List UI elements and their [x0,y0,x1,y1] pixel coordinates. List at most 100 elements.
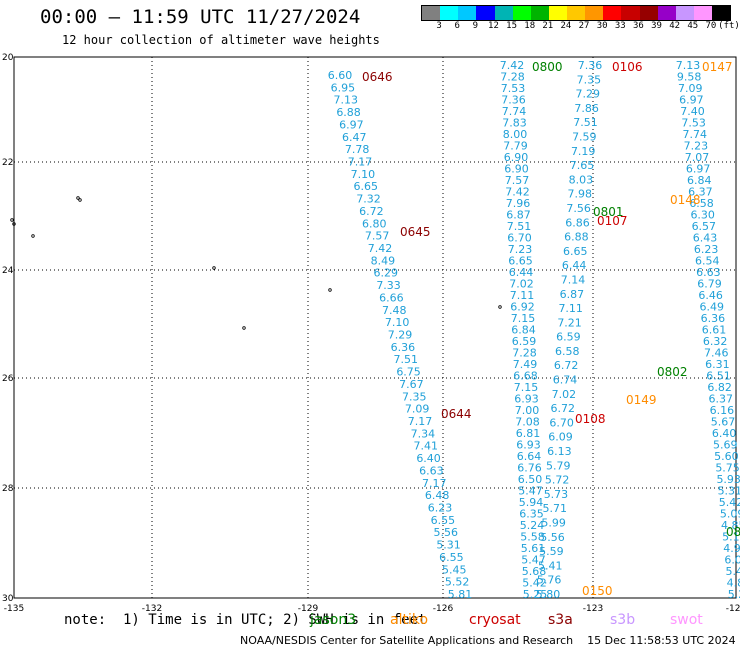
x-tick-label: -135 [4,604,24,614]
wave-height-value: 6.65 [508,255,533,268]
legend-item-cryosat: cryosat [469,612,521,628]
wave-height-value: 6.87 [560,288,585,301]
wave-height-value: 7.74 [683,128,708,141]
wave-height-value: 7.51 [507,220,532,233]
colorbar-label: 70 [705,21,717,31]
wave-height-value: 6.86 [565,216,590,229]
wave-height-value: 6.88 [564,231,589,244]
colorbar-swatch [621,6,640,20]
wave-height-value: 5.45 [442,563,467,576]
colorbar-swatch [458,6,477,20]
wave-height-value: 6.61 [702,324,727,337]
island-mark [31,234,35,238]
track-time-label: 0801 [593,205,624,219]
track-time-label: 0800 [532,60,563,74]
colorbar-label: 39 [651,21,662,31]
x-tick-label: -120 [726,604,740,614]
wave-height-value: 7.57 [505,174,530,187]
wave-height-value: 7.23 [508,243,533,256]
wave-height-value: 7.34 [411,427,436,440]
wave-height-value: 5.41 [538,559,563,572]
wave-height-value: 7.86 [574,102,599,115]
wave-height-value: 6.70 [507,232,532,245]
wave-height-value: 6.31 [705,358,730,371]
footer-note: note: 1) Time is in UTC; 2) SWH is in fe… [64,612,427,628]
wave-height-value: 6.75 [396,366,421,379]
wave-height-value: 5.42 [522,577,547,590]
wave-height-value: 7.13 [333,94,358,107]
wave-height-value: 5.81 [448,588,473,601]
wave-height-value: 5.71 [543,502,568,515]
wave-height-value: 5.69 [713,439,738,452]
wave-height-value: 6.30 [690,209,715,222]
wave-height-value: 6.63 [419,464,444,477]
track-time-label: 0644 [441,407,472,421]
wave-height-value: 6.72 [359,205,384,218]
wave-height-value: 6.92 [510,301,535,314]
wave-height-value: 8.00 [503,128,528,141]
colorbar-swatch [494,6,513,20]
wave-height-value: 7.09 [678,82,703,95]
wave-height-value: 6.59 [512,335,537,348]
y-tick-label: 22 [2,158,13,168]
wave-height-value: 6.60 [328,69,353,82]
track-time-label: 0802 [657,365,688,379]
wave-height-value: 7.21 [557,316,582,329]
wave-height-value: 5.68 [522,565,547,578]
track-time-label: 0107 [597,214,628,228]
wave-height-value: 5.56 [540,531,565,544]
track-time-label: 0147 [702,60,733,74]
wave-height-value: 5.09 [720,508,740,521]
wave-height-value: 8.03 [569,173,594,186]
wave-height-value: 6.87 [506,209,531,222]
colorbar-labels: 3 6 9 12 15 18 21 24 27 30 33 36 39 42 45 70 (ft) [421,21,739,33]
wave-height-value: 5.56 [433,526,458,539]
wave-height-value: 6.93 [514,393,539,406]
wave-height-value: 7.08 [515,416,540,429]
wave-height-value: 7.36 [578,59,603,72]
colorbar-label: 27 [578,21,590,31]
wave-height-value: 5.61 [521,542,546,555]
wave-height-value: 5.72 [545,474,570,487]
wave-height-value: 7.11 [510,289,535,302]
wave-height-value: 6.49 [699,301,724,314]
wave-height-value: 6.44 [562,259,587,272]
legend-item-s3b: s3b [610,612,636,628]
wave-height-value: 6.63 [696,266,721,279]
wave-height-value: 5.99 [541,517,566,530]
wave-height-value: 6.82 [707,381,732,394]
wave-height-value: 5.42 [719,496,740,509]
colorbar-swatch [693,6,712,20]
colorbar-swatch [548,6,567,20]
wave-height-value: 7.74 [502,105,527,118]
wave-height-value: 6.16 [710,404,735,417]
wave-height-value: 5.58 [520,531,545,544]
wave-height-value: 6.36 [701,312,726,325]
wave-height-value: 7.15 [511,312,536,325]
island-mark [12,222,16,226]
wave-height-value: 6.23 [694,243,719,256]
x-tick-label: -129 [298,604,319,614]
wave-height-value: 6.97 [339,118,364,131]
wave-height-value: 7.35 [577,73,602,86]
wave-height-value: 7.28 [512,347,537,360]
wave-height-value: 7.36 [501,94,526,107]
wave-height-value: 7.17 [348,156,373,169]
wave-height-value: 7.23 [684,140,709,153]
wave-height-value: 6.65 [353,180,378,193]
wave-height-value: 4.97 [723,542,740,555]
colorbar-label: 24 [560,21,572,31]
wave-height-value: 5.80 [536,588,561,601]
wave-height-value: 6.37 [688,186,713,199]
colorbar-label: 6 [454,21,460,31]
wave-height-value: 6.55 [439,551,464,564]
island-mark [212,266,216,270]
wave-height-value: 7.33 [376,279,401,292]
wave-height-value: 6.72 [551,402,576,415]
colorbar-label: 9 [472,21,479,31]
wave-height-value: 6.76 [517,462,542,475]
wave-height-value: 7.51 [573,116,598,129]
colorbar-swatch [639,6,658,20]
wave-height-value: 5.25 [523,588,548,601]
